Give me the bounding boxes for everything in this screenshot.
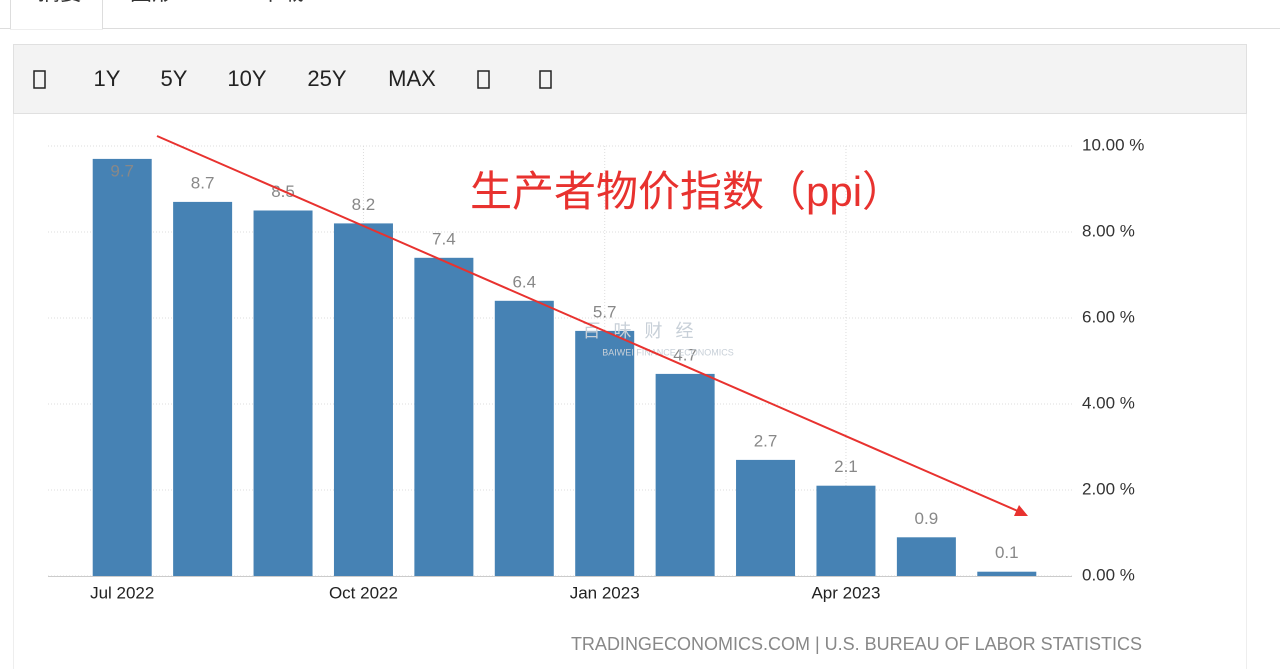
- trend-arrow: [156, 135, 1021, 513]
- value-label: 5.7: [593, 302, 617, 321]
- value-label: 9.7: [110, 161, 134, 180]
- bar: [92, 158, 152, 576]
- bar: [333, 223, 393, 576]
- x-tick-label: Apr 2023: [811, 583, 880, 602]
- value-label: 4.7: [673, 345, 697, 364]
- y-tick-label: 10.00 %: [1082, 135, 1144, 154]
- y-tick-label: 4.00 %: [1082, 393, 1135, 412]
- range-button[interactable]: 5Y: [161, 66, 188, 91]
- toolbar: [13, 44, 1247, 114]
- bar: [173, 201, 233, 576]
- bar: [816, 485, 876, 576]
- value-label: 0.9: [915, 509, 939, 528]
- chart: 0.00 % 2.00 % 4.00 % 6.00 % 8.00 % 10.00 % Jul…: [48, 135, 1144, 602]
- bar: [977, 571, 1037, 576]
- range-button[interactable]: 1Y: [94, 66, 121, 91]
- y-tick-label: 6.00 %: [1082, 307, 1135, 326]
- range-button[interactable]: 10Y: [227, 66, 266, 91]
- value-label: 6.4: [512, 272, 536, 291]
- x-tick-label: Jul 2022: [90, 583, 154, 602]
- x-tick-label: Jan 2023: [570, 583, 640, 602]
- bar: [575, 330, 635, 576]
- watermark: 百 味 财 经: [582, 321, 697, 341]
- value-label: 2.7: [754, 431, 778, 450]
- value-label: 7.4: [432, 229, 456, 248]
- y-tick-label: 2.00 %: [1082, 479, 1135, 498]
- x-tick-label: Oct 2022: [329, 583, 398, 602]
- source: TRADINGECONOMICS.COM | U.S. BUREAU OF LA…: [571, 634, 1142, 654]
- range-button[interactable]: MAX: [388, 66, 436, 91]
- value-label: 8.7: [191, 173, 215, 192]
- bar: [896, 537, 956, 576]
- value-label: 0.1: [995, 543, 1019, 562]
- bar: [253, 210, 313, 576]
- y-tick-label: 0.00 %: [1082, 565, 1135, 584]
- bar: [655, 373, 715, 576]
- tab[interactable]: 摘要: [38, 0, 82, 5]
- arrow-head: [1014, 505, 1028, 516]
- bar: [414, 257, 474, 576]
- value-label: 8.2: [352, 195, 376, 214]
- value-label: 2.1: [834, 457, 858, 476]
- y-tick-label: 8.00 %: [1082, 221, 1135, 240]
- icon[interactable]: [477, 70, 490, 89]
- tab[interactable]: 图形: [130, 0, 174, 5]
- range-button[interactable]: 25Y: [307, 66, 346, 91]
- bar: [736, 459, 796, 576]
- icon[interactable]: [539, 70, 552, 89]
- tab[interactable]: 下载: [260, 0, 304, 5]
- bar: [494, 300, 554, 576]
- annotation: 生产者物价指数（ppi）: [470, 168, 904, 215]
- icon[interactable]: [33, 70, 46, 89]
- active-tab[interactable]: [10, 0, 103, 30]
- watermark: BAIWEI FINANCE ECONOMICS: [602, 347, 734, 357]
